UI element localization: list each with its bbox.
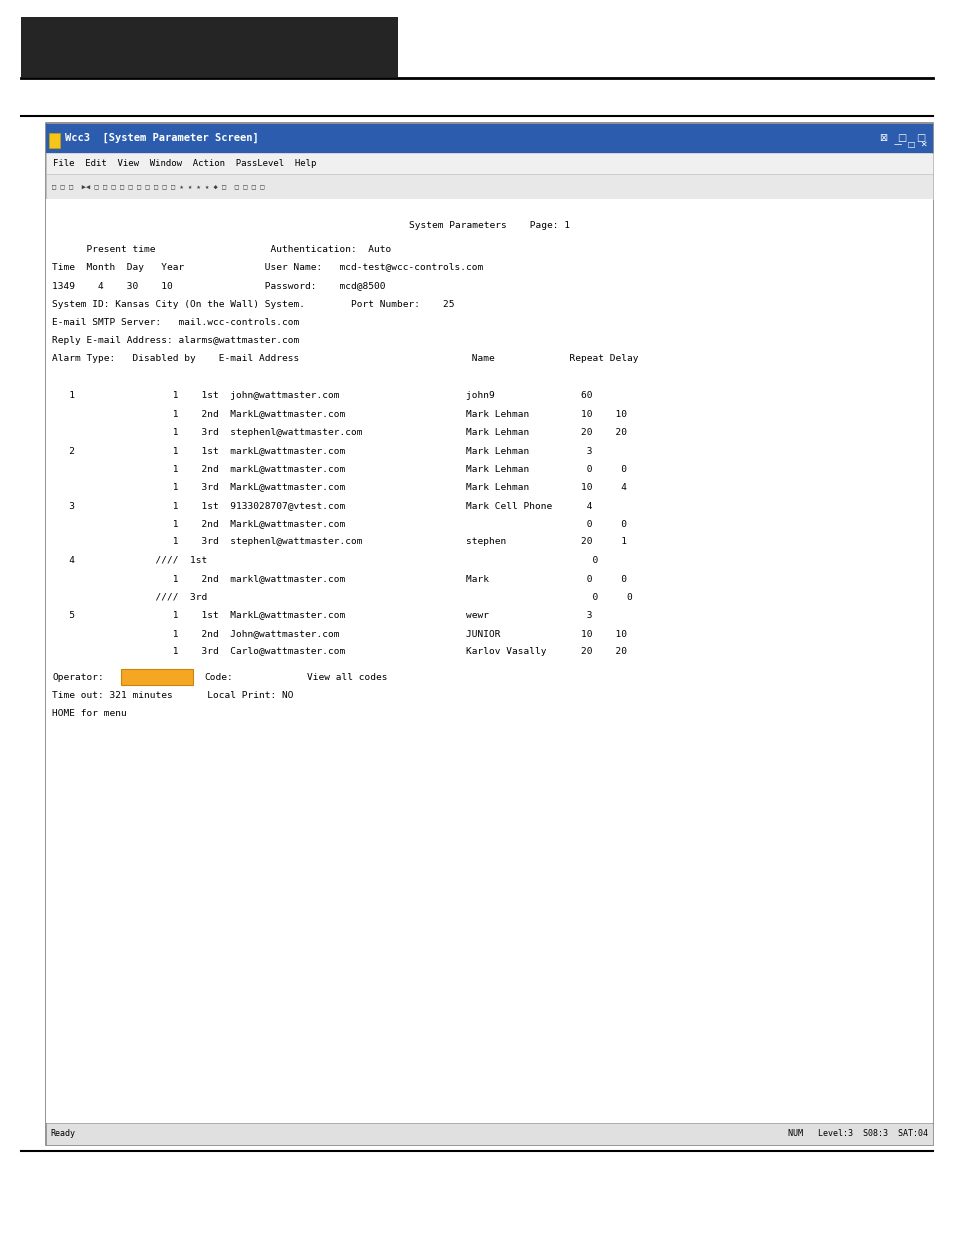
Text: ⊠: ⊠ (878, 133, 886, 143)
Bar (46, 174, 932, 199)
Text: 4              ////  1st                                                        : 4 //// 1st (52, 556, 598, 564)
Text: Time out: 321 minutes      Local Print: NO: Time out: 321 minutes Local Print: NO (52, 690, 294, 700)
Text: NUM   Level:3  S08:3  SAT:04: NUM Level:3 S08:3 SAT:04 (787, 1129, 927, 1139)
Bar (21, 17, 397, 77)
Text: 1    3rd  stephenl@wattmaster.com                  stephen             20     1: 1 3rd stephenl@wattmaster.com stephen 20… (52, 537, 627, 546)
Text: Alarm Type:   Disabled by    E-mail Address                              Name   : Alarm Type: Disabled by E-mail Address N… (52, 354, 639, 363)
Text: 1    3rd  MarkL@wattmaster.com                     Mark Lehman         10     4: 1 3rd MarkL@wattmaster.com Mark Lehman 1… (52, 483, 627, 492)
Text: Wcc3  [System Parameter Screen]: Wcc3 [System Parameter Screen] (65, 133, 258, 143)
Bar (121, 669, 193, 685)
Text: 1    2nd  markl@wattmaster.com                     Mark                 0     0: 1 2nd markl@wattmaster.com Mark 0 0 (52, 574, 627, 583)
Text: View all codes: View all codes (307, 673, 387, 682)
Bar (49, 133, 60, 148)
Text: —  □  ✕: — □ ✕ (894, 141, 927, 149)
Text: Operator:: Operator: (52, 673, 104, 682)
Bar (46, 124, 932, 1145)
Text: System ID: Kansas City (On the Wall) System.        Port Number:    25: System ID: Kansas City (On the Wall) Sys… (52, 300, 455, 309)
Text: 3                 1    1st  9133028707@vtest.com                     Mark Cell P: 3 1 1st 9133028707@vtest.com Mark Cell P (52, 500, 593, 510)
Text: 1    2nd  John@wattmaster.com                      JUNIOR              10    10: 1 2nd John@wattmaster.com JUNIOR 10 10 (52, 629, 627, 637)
Text: File  Edit  View  Window  Action  PassLevel  Help: File Edit View Window Action PassLevel H… (53, 159, 316, 168)
Text: Ready: Ready (51, 1129, 75, 1139)
Bar (46, 199, 932, 1123)
Text: ////  3rd                                                                   0   : //// 3rd 0 (52, 592, 633, 601)
Text: 1    3rd  Carlo@wattmaster.com                     Karlov Vasally      20    20: 1 3rd Carlo@wattmaster.com Karlov Vasall… (52, 647, 627, 656)
Text: System Parameters    Page: 1: System Parameters Page: 1 (409, 221, 569, 230)
Text: E-mail SMTP Server:   mail.wcc-controls.com: E-mail SMTP Server: mail.wcc-controls.co… (52, 317, 299, 327)
Text: 1    3rd  stephenl@wattmaster.com                  Mark Lehman         20    20: 1 3rd stephenl@wattmaster.com Mark Lehma… (52, 427, 627, 437)
Text: Reply E-mail Address: alarms@wattmaster.com: Reply E-mail Address: alarms@wattmaster.… (52, 336, 299, 346)
Text: Time  Month  Day   Year              User Name:   mcd-test@wcc-controls.com: Time Month Day Year User Name: mcd-test@… (52, 263, 483, 272)
Text: 1    2nd  MarkL@wattmaster.com                     Mark Lehman         10    10: 1 2nd MarkL@wattmaster.com Mark Lehman 1… (52, 409, 627, 419)
Text: HOME for menu: HOME for menu (52, 709, 127, 718)
Text: □ □ □  ▶◀ □ □ □ □ □ □ □ □ □ □ ★ ★ ★ ★ ◆ □  □ □ □ □: □ □ □ ▶◀ □ □ □ □ □ □ □ □ □ □ ★ ★ ★ ★ ◆ □… (51, 184, 264, 189)
Bar (46, 153, 932, 174)
Bar (46, 1123, 932, 1145)
Text: Code:: Code: (204, 673, 233, 682)
Text: □: □ (915, 133, 924, 143)
Bar (46, 124, 932, 153)
Text: Present time                    Authentication:  Auto: Present time Authentication: Auto (52, 245, 392, 254)
Text: 1                 1    1st  john@wattmaster.com                      john9      : 1 1 1st john@wattmaster.com john9 (52, 391, 593, 400)
Text: 2                 1    1st  markL@wattmaster.com                     Mark Lehman: 2 1 1st markL@wattmaster.com Mark Lehman (52, 446, 593, 454)
Text: 1    2nd  MarkL@wattmaster.com                                          0     0: 1 2nd MarkL@wattmaster.com 0 0 (52, 519, 627, 529)
Text: 5                 1    1st  MarkL@wattmaster.com                     wewr       : 5 1 1st MarkL@wattmaster.com wewr (52, 610, 593, 620)
Text: 1    2nd  markL@wattmaster.com                     Mark Lehman          0     0: 1 2nd markL@wattmaster.com Mark Lehman 0… (52, 464, 627, 473)
Text: □: □ (896, 133, 905, 143)
Text: 1349    4    30    10                Password:    mcd@8500: 1349 4 30 10 Password: mcd@8500 (52, 282, 386, 290)
